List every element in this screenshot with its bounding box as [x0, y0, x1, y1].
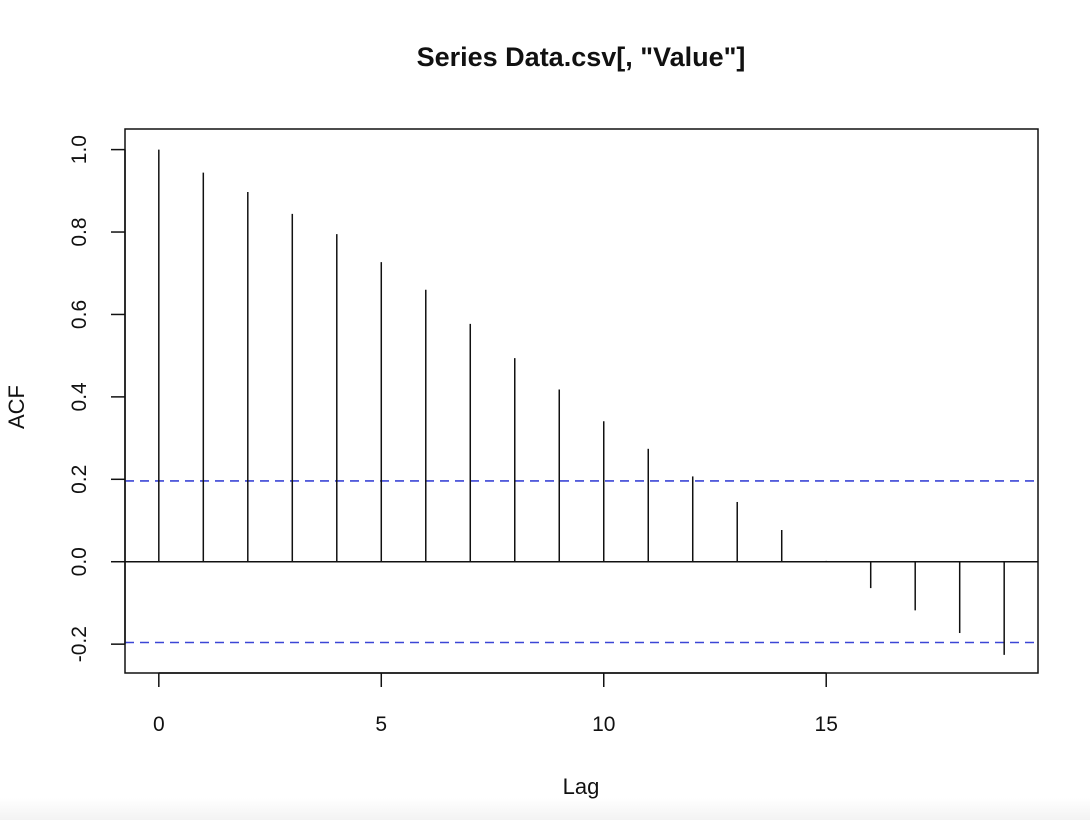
chart-title: Series Data.csv[, "Value"]: [417, 42, 746, 72]
chart-marks: 0 5 10 15 -0.2 0.0 0.2 0.4 0.6 0.8 1.0: [68, 135, 1038, 736]
y-tick-label-4: 0.6: [68, 300, 91, 329]
y-tick-label-2: 0.2: [68, 465, 91, 494]
y-axis-label: ACF: [4, 385, 29, 429]
x-tick-label-5: 5: [375, 713, 387, 736]
y-tick-label-5: 0.8: [68, 217, 91, 246]
y-tick-label-0: -0.2: [68, 626, 91, 662]
x-axis-label: Lag: [563, 774, 600, 799]
y-tick-label-6: 1.0: [68, 135, 91, 164]
y-tick-label-1: 0.0: [68, 547, 91, 576]
plot-frame: [124, 128, 1039, 674]
x-tick-label-15: 15: [815, 713, 838, 736]
x-tick-label-10: 10: [592, 713, 615, 736]
y-tick-label-3: 0.4: [68, 382, 91, 412]
x-tick-label-0: 0: [153, 713, 165, 736]
